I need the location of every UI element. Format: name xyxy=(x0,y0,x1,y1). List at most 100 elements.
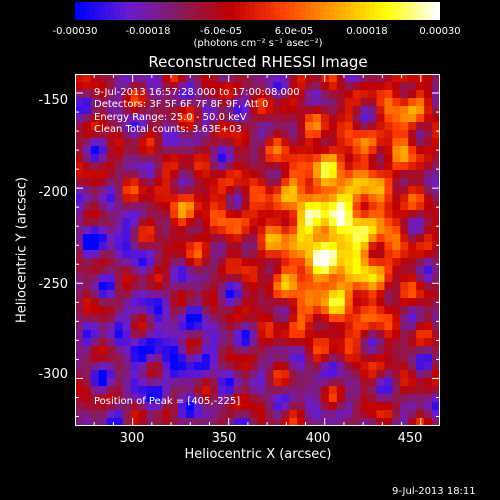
heatmap-cell xyxy=(257,306,266,315)
heatmap-cell xyxy=(75,234,84,243)
heatmap-cell xyxy=(130,298,139,307)
heatmap-cell xyxy=(265,298,274,307)
heatmap-cell xyxy=(408,394,417,403)
heatmap-cell xyxy=(82,186,92,195)
heatmap-cell xyxy=(328,346,338,355)
heatmap-cell xyxy=(305,114,314,123)
heatmap-cell xyxy=(217,154,227,163)
heatmap-cell xyxy=(352,394,362,403)
heatmap-cell xyxy=(98,330,108,339)
heatmap-cell xyxy=(432,226,440,235)
heatmap-cell xyxy=(257,354,266,363)
heatmap-cell xyxy=(106,82,116,91)
heatmap-cell xyxy=(114,242,123,251)
heatmap-cell xyxy=(178,402,187,411)
heatmap-cell xyxy=(154,370,163,379)
heatmap-cell xyxy=(178,290,187,299)
heatmap-cell xyxy=(320,98,330,107)
heatmap-cell xyxy=(376,330,385,339)
heatmap-cell xyxy=(186,98,195,107)
heatmap-cell xyxy=(194,330,203,339)
heatmap-cell xyxy=(360,258,369,267)
heatmap-cell xyxy=(217,386,227,395)
heatmap-cell xyxy=(98,82,108,91)
heatmap-cell xyxy=(233,418,243,426)
heatmap-cell xyxy=(249,346,258,355)
heatmap-cell xyxy=(82,402,92,411)
heatmap-cell xyxy=(130,90,139,99)
heatmap-cell xyxy=(98,178,108,187)
heatmap-cell xyxy=(233,386,243,395)
heatmap-cell xyxy=(138,90,147,99)
heatmap-cell xyxy=(313,170,322,179)
heatmap-cell xyxy=(289,122,298,131)
heatmap-cell xyxy=(297,154,306,163)
heatmap-cell xyxy=(305,290,314,299)
heatmap-cell xyxy=(320,402,330,411)
heatmap-cell xyxy=(75,370,84,379)
heatmap-cell xyxy=(432,234,440,243)
heatmap-cell xyxy=(241,410,250,419)
heatmap-cell xyxy=(368,322,377,331)
heatmap-cell xyxy=(82,106,92,115)
heatmap-cell xyxy=(352,234,362,243)
heatmap-cell xyxy=(106,266,116,275)
heatmap-cell xyxy=(352,354,362,363)
heatmap-cell xyxy=(432,362,440,371)
heatmap-cell xyxy=(209,170,219,179)
heatmap-cell xyxy=(281,394,290,403)
heatmap-cell xyxy=(130,386,139,395)
heatmap-cell xyxy=(82,218,92,227)
heatmap-cell xyxy=(305,250,314,259)
heatmap-cell xyxy=(122,362,131,371)
heatmap-cell xyxy=(320,242,330,251)
heatmap-cell xyxy=(154,122,163,131)
heatmap-cell xyxy=(273,194,282,203)
heatmap-cell xyxy=(384,338,393,347)
axis-ticks xyxy=(75,74,440,426)
heatmap-cell xyxy=(209,226,219,235)
colorbar-swatch xyxy=(350,2,356,20)
heatmap-cell xyxy=(336,330,346,339)
heatmap-cell xyxy=(75,202,84,211)
heatmap-cell xyxy=(352,210,362,219)
heatmap-cell xyxy=(178,90,187,99)
heatmap-cell xyxy=(146,338,155,347)
heatmap-cell xyxy=(257,162,266,171)
heatmap-cell xyxy=(297,146,306,155)
heatmap-cell xyxy=(289,298,298,307)
heatmap-cell xyxy=(305,90,314,99)
heatmap-cell xyxy=(162,362,171,371)
heatmap-cell xyxy=(273,250,282,259)
heatmap-cell xyxy=(201,130,211,139)
heatmap-cell xyxy=(305,402,314,411)
heatmap-cell xyxy=(305,346,314,355)
heatmap-cell xyxy=(416,234,425,243)
heatmap-cell xyxy=(257,98,266,107)
heatmap-cell xyxy=(424,330,433,339)
heatmap-cell xyxy=(344,186,354,195)
y-tick-label: -150 xyxy=(38,93,68,108)
heatmap-cell xyxy=(130,402,139,411)
heatmap-cell xyxy=(320,346,330,355)
heatmap-cell xyxy=(384,218,393,227)
heatmap-cell xyxy=(392,74,401,83)
heatmap-cell xyxy=(209,394,219,403)
heatmap-cell xyxy=(313,98,322,107)
heatmap-cell xyxy=(281,386,290,395)
heatmap-cell xyxy=(352,98,362,107)
heatmap-cell xyxy=(186,74,195,83)
heatmap-cell xyxy=(162,402,171,411)
colorbar-swatch xyxy=(390,2,396,20)
heatmap-cell xyxy=(416,170,425,179)
heatmap-cell xyxy=(336,402,346,411)
heatmap-cell xyxy=(384,122,393,131)
heatmap-cell xyxy=(281,194,290,203)
heatmap-cell xyxy=(392,274,401,283)
heatmap-cell xyxy=(170,82,179,91)
heatmap-cell xyxy=(320,266,330,275)
heatmap-cell xyxy=(313,354,322,363)
heatmap-cell xyxy=(98,266,108,275)
colorbar-swatch xyxy=(360,2,366,20)
heatmap-cell xyxy=(75,130,84,139)
